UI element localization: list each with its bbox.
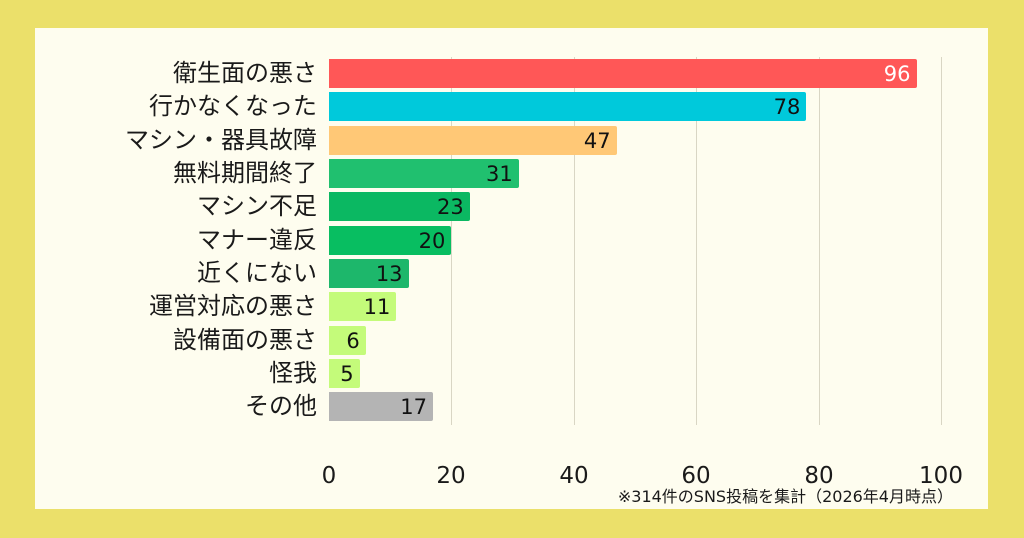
bar-value: 47 — [583, 129, 611, 153]
x-tick-label: 100 — [919, 463, 963, 489]
bar-10: 17 — [329, 392, 434, 421]
bar-value: 17 — [400, 395, 428, 419]
x-tick-label: 40 — [559, 463, 589, 489]
category-label: 怪我 — [269, 359, 317, 387]
bar-6: 13 — [329, 259, 409, 288]
category-label: 近くにない — [197, 259, 317, 287]
category-label: マナー違反 — [197, 226, 317, 254]
category-label: 行かなくなった — [149, 92, 317, 120]
bar-value: 31 — [485, 162, 513, 186]
category-label: 運営対応の悪さ — [149, 292, 317, 320]
bar-5: 20 — [329, 226, 452, 255]
bar-value: 13 — [375, 262, 403, 286]
bar-value: 6 — [346, 329, 360, 353]
bar-value: 5 — [340, 362, 354, 386]
bar-0: 96 — [329, 59, 917, 88]
gridline-20 — [451, 57, 452, 425]
gridline-60 — [696, 57, 697, 425]
bar-value: 78 — [773, 95, 801, 119]
category-label: マシン不足 — [197, 192, 317, 220]
category-label: その他 — [245, 392, 317, 420]
bar-4: 23 — [329, 192, 470, 221]
bar-2: 47 — [329, 126, 617, 155]
plot-area: 96 78 47 31 23 20 13 11 6 5 17 衛生面の悪さ 行か… — [125, 57, 963, 489]
category-label: 無料期間終了 — [173, 159, 317, 187]
gridline-100 — [941, 57, 942, 425]
footnote: ※314件のSNS投稿を集計（2026年4月時点） — [617, 487, 953, 506]
gridline-80 — [819, 57, 820, 425]
chart-panel: 96 78 47 31 23 20 13 11 6 5 17 衛生面の悪さ 行か… — [35, 28, 988, 509]
bar-value: 20 — [418, 229, 446, 253]
x-tick-label: 80 — [804, 463, 834, 489]
category-label: 衛生面の悪さ — [173, 59, 317, 87]
bar-7: 11 — [329, 292, 397, 321]
x-tick-label: 20 — [436, 463, 466, 489]
bar-9: 5 — [329, 359, 360, 388]
gridline-40 — [574, 57, 575, 425]
x-tick-label: 60 — [681, 463, 711, 489]
category-label: 設備面の悪さ — [173, 326, 317, 354]
bar-3: 31 — [329, 159, 519, 188]
bar-value: 11 — [363, 295, 391, 319]
bar-value: 23 — [437, 195, 464, 219]
category-label: マシン・器具故障 — [125, 126, 317, 154]
bar-1: 78 — [329, 92, 807, 121]
x-tick-label: 0 — [321, 463, 337, 489]
bar-value: 96 — [883, 62, 911, 86]
bar-8: 6 — [329, 326, 366, 355]
